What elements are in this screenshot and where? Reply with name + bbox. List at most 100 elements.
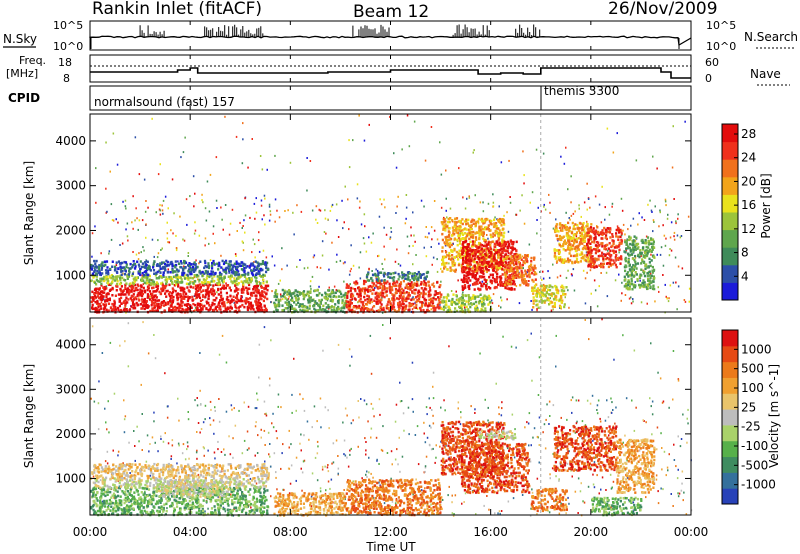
power-speckle [662, 274, 664, 276]
power-speckle [548, 193, 550, 196]
power-region-cell [456, 309, 459, 313]
power-speckle [242, 225, 244, 227]
power-region-cell [99, 272, 102, 275]
power-region-cell [455, 217, 459, 220]
power-speckle [440, 173, 443, 176]
power-region-cell [483, 257, 486, 260]
power-region-cell [457, 258, 460, 261]
power-region-cell [211, 264, 214, 268]
power-region-cell [504, 256, 508, 260]
power-region-cell [213, 289, 216, 293]
power-speckle [296, 265, 298, 268]
power-region-cell [517, 255, 520, 258]
power-region-cell [107, 283, 110, 286]
power-region-cell [287, 300, 290, 304]
power-region-cell [222, 304, 225, 308]
power-region-cell [257, 301, 260, 304]
power-speckle [341, 199, 343, 202]
power-region-cell [367, 272, 370, 276]
power-region-cell [175, 263, 178, 267]
power-region-cell [475, 308, 478, 312]
power-region-cell [169, 262, 172, 266]
power-region-cell [244, 299, 247, 302]
power-region-cell [431, 283, 434, 286]
power-region-cell [261, 294, 264, 298]
power-speckle [481, 280, 484, 283]
power-region-cell [191, 299, 194, 302]
power-region-cell [244, 279, 247, 283]
power-region-cell [130, 290, 133, 293]
power-region-cell [353, 281, 356, 284]
power-region-cell [171, 262, 174, 266]
power-region-cell [570, 239, 573, 242]
power-speckle [522, 150, 524, 153]
power-region-cell [521, 271, 524, 275]
power-region-cell [216, 305, 219, 308]
power-region-cell [457, 220, 460, 223]
power-speckle [112, 219, 115, 222]
power-region-cell [188, 270, 191, 274]
power-region-cell [581, 252, 584, 255]
power-speckle [296, 204, 298, 207]
power-speckle [521, 255, 524, 258]
power-region-cell [164, 278, 167, 282]
power-region-cell [227, 299, 230, 302]
power-region-cell [420, 305, 423, 308]
power-region-cell [106, 270, 109, 273]
power-speckle [122, 272, 124, 275]
power-region-cell [145, 264, 148, 267]
power-region-cell [248, 277, 251, 280]
power-region-cell [243, 305, 246, 309]
power-region-cell [147, 287, 150, 290]
power-region-cell [447, 235, 451, 238]
power-region-cell [98, 296, 101, 300]
power-region-cell [346, 292, 349, 295]
power-region-cell [151, 298, 155, 301]
power-region-cell [203, 259, 207, 263]
power-region-cell [415, 284, 418, 287]
power-speckle [449, 308, 452, 311]
power-region-cell [153, 260, 156, 263]
power-region-cell [265, 309, 268, 312]
power-speckle [415, 254, 417, 256]
power-region-cell [273, 301, 276, 305]
power-speckle [473, 149, 475, 152]
power-region-cell [345, 305, 348, 309]
power-region-cell [170, 304, 173, 307]
power-region-cell [243, 273, 246, 277]
power-region-cell [206, 265, 209, 269]
power-region-cell [558, 249, 561, 252]
power-region-cell [180, 298, 183, 301]
power-region-cell [181, 295, 185, 299]
power-region-cell [261, 260, 264, 263]
power-region-cell [499, 278, 502, 282]
power-speckle [572, 212, 575, 215]
power-region-cell [264, 263, 267, 266]
power-region-cell [250, 271, 253, 275]
power-speckle [255, 211, 258, 214]
power-region-cell [359, 292, 362, 295]
power-speckle [316, 266, 318, 269]
power-region-cell [462, 249, 465, 252]
power-region-cell [249, 301, 253, 305]
power-region-cell [618, 256, 621, 260]
power-region-cell [107, 272, 110, 276]
power-region-cell [604, 257, 607, 261]
power-region-cell [414, 288, 417, 292]
power-region-cell [558, 251, 561, 254]
power-region-cell [237, 262, 240, 265]
power-region-cell [514, 271, 517, 274]
power-speckle [261, 168, 264, 171]
power-region-cell [106, 298, 109, 302]
power-region-cell [491, 240, 494, 243]
power-region-cell [408, 279, 412, 282]
power-region-cell [329, 306, 332, 309]
power-region-cell [329, 293, 332, 296]
power-speckle [600, 221, 603, 224]
power-speckle [241, 162, 244, 165]
power-region-cell [366, 307, 369, 310]
power-region-cell [513, 257, 516, 261]
nsky-frame [89, 20, 692, 51]
power-speckle [132, 195, 134, 198]
